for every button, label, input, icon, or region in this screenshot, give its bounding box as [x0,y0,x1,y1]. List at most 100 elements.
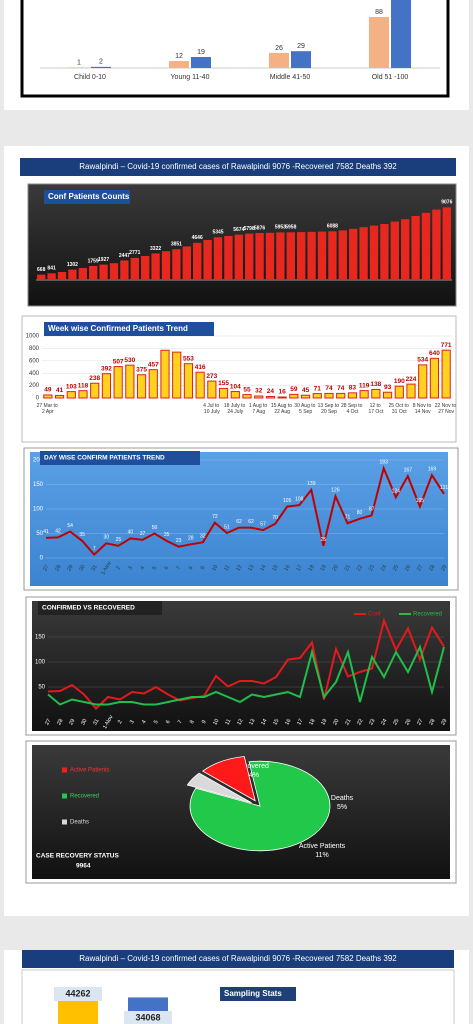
bar [203,240,212,280]
data-label: 84% [245,772,259,779]
value-label: 25 [321,537,327,543]
value-label: 71 [345,515,351,521]
bar [359,227,368,280]
y-tick-label: 800 [29,346,40,352]
value-label: 87 [369,507,375,513]
x-tick-label: 21 [344,564,352,572]
value-label: 42 [55,529,61,535]
bar [57,272,67,280]
value-label: 35 [79,532,85,538]
title-box [38,601,162,615]
bar [307,231,316,280]
x-tick-label: 27 [42,564,50,572]
chart-title: DAY WISE CONFIRM PATIENTS TREND [44,455,165,462]
x-tick-label: 24 [380,718,388,726]
chart-title: CONFIRMED VS RECOVERED [42,605,135,612]
x-tick-label: 29 [66,564,74,572]
bar [291,51,311,68]
x-tick-label: 30 [78,564,86,572]
bar [324,392,334,399]
bar [276,232,285,280]
x-tick-label: 15 [271,564,279,572]
bar [78,390,88,399]
value-label: 139 [307,481,316,487]
value-label: 5798 [244,226,255,232]
x-tick-label: 19 [320,718,328,726]
bar [182,246,191,280]
value-label: 5674 [233,227,244,233]
value-label: 1759 [88,258,99,264]
bar [172,249,181,280]
value-label: 12 [175,53,183,60]
x-tick-label: 10 [212,718,220,726]
bar [54,394,65,399]
value-label: 83 [349,385,357,392]
y-tick-label: 150 [35,635,46,641]
value-label: 40 [128,530,134,536]
value-label: 37 [140,531,146,537]
x-tick-label: 3 [129,719,136,725]
bar [369,16,389,68]
x-tick-label: 17 [296,718,304,726]
x-tick-label: 7 [177,719,184,725]
value-label: 49 [44,387,52,394]
x-tick-label: 18 July to 24 July [224,403,247,415]
line [45,465,445,557]
x-tick-label: 25 [392,564,400,572]
bar [286,232,295,280]
x-tick-label: 27 [416,718,424,726]
value-label: 29 [297,43,305,50]
x-tick-label: 8 [188,565,195,571]
x-tick-label: 31 [92,718,100,726]
bar [265,396,276,399]
x-tick-label: 28 [428,718,436,726]
bar [371,388,381,399]
x-tick-label: 22 [356,718,364,726]
bar [390,221,399,280]
x-tick-label: 29 [68,718,76,726]
value-label: 104 [230,383,241,390]
value-label: 9076 [441,200,452,206]
value-label: 23 [176,538,182,544]
x-tick-label: 17 [296,564,304,572]
value-label: 3322 [150,246,161,252]
value-label: 5876 [254,225,265,231]
value-label: 108 [295,496,304,502]
data-label: Deaths [331,795,354,802]
y-tick-label: 100 [35,660,46,666]
x-tick-label: 18 [308,718,316,726]
bar [213,237,223,280]
value-label: 2771 [129,250,140,256]
value-label: 105 [283,498,292,504]
value-label: 131 [440,485,449,491]
bar [406,383,416,399]
bar [99,264,108,280]
bar [336,392,346,399]
x-tick-label: 1 Aug to 7 Aug [249,403,269,415]
x-tick-label: 27 [44,718,52,726]
bar [234,234,243,280]
legend-label: Conf [368,612,381,618]
x-tick-label: Old 51 -100 [372,74,409,81]
legend-label: Active Patients [70,768,110,774]
line [47,617,445,710]
x-tick-label: 7 [176,565,183,571]
bar [289,393,299,399]
value-label: 16 [279,389,287,396]
bar [382,391,393,399]
value-label: 32 [200,534,206,540]
x-tick-label: 4 [140,565,147,571]
value-label: 57 [260,521,266,527]
x-tick-label: 8 Nov to 14 Nov [413,403,433,415]
x-tick-label: 28 Sep to 4 Oct [341,403,364,415]
x-tick-label: 16 [283,564,291,572]
value-label: 375 [136,366,147,373]
bar [442,207,451,280]
bar [68,269,77,280]
data-label: 5% [337,804,347,811]
bar [125,364,135,399]
bar [113,366,123,399]
x-tick-label: Middle 41-50 [270,74,311,81]
x-tick-label: 9 [201,719,208,725]
value-label: 530 [124,357,135,364]
